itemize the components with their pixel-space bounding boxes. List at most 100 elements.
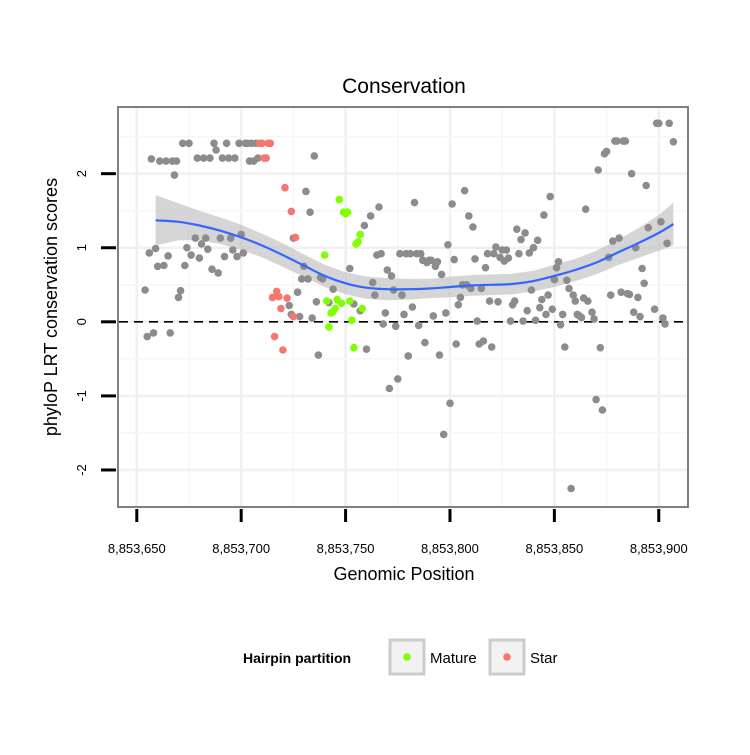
point-other: [172, 157, 181, 165]
point-other: [644, 223, 653, 232]
point-mature: [325, 323, 333, 331]
point-other: [494, 298, 502, 306]
point-other: [396, 249, 404, 258]
point-other: [563, 276, 571, 285]
point-mature: [354, 238, 362, 246]
point-other: [183, 243, 191, 252]
point-other: [216, 234, 225, 242]
plot-background: [117, 106, 689, 508]
point-star: [277, 304, 285, 313]
legend-label-star: Star: [530, 650, 558, 667]
point-other: [199, 154, 208, 162]
point-other: [141, 286, 149, 294]
point-other: [625, 290, 634, 299]
point-other: [663, 239, 671, 248]
point-other: [665, 119, 673, 128]
point-other: [360, 221, 369, 230]
point-other: [588, 308, 596, 317]
point-other: [329, 285, 337, 294]
point-other: [366, 212, 375, 220]
point-other: [606, 291, 615, 299]
point-other: [293, 288, 302, 297]
point-other: [446, 399, 454, 408]
point-star: [283, 294, 291, 302]
point-other: [297, 275, 306, 283]
point-other: [410, 198, 419, 207]
point-mature: [348, 316, 356, 325]
point-other: [479, 337, 488, 345]
point-other: [657, 218, 665, 226]
point-other: [160, 261, 168, 270]
point-other: [210, 139, 218, 148]
point-other: [206, 154, 214, 162]
point-other: [404, 352, 413, 360]
point-other: [565, 284, 573, 293]
point-other: [371, 291, 379, 299]
point-other: [400, 310, 408, 319]
point-other: [383, 266, 392, 274]
point-other: [638, 264, 646, 273]
point-mature: [358, 304, 367, 313]
point-other: [185, 139, 193, 148]
legend-dot-mature: [403, 653, 411, 661]
point-other: [481, 263, 490, 272]
point-other: [598, 406, 607, 414]
point-other: [314, 351, 323, 359]
point-other: [302, 187, 310, 196]
point-other: [229, 246, 237, 254]
point-other: [517, 235, 525, 244]
legend: Hairpin partition Mature Star: [243, 638, 558, 676]
point-other: [437, 270, 446, 279]
point-other: [629, 308, 638, 317]
point-other: [448, 200, 456, 208]
legend-entry-mature: Mature: [388, 638, 477, 676]
point-other: [304, 275, 312, 283]
point-other: [191, 234, 200, 242]
point-other: [170, 171, 179, 179]
point-other: [435, 351, 444, 359]
point-other: [548, 305, 557, 314]
point-other: [602, 147, 611, 156]
point-other: [375, 203, 383, 211]
x-axis: 8,853,650 8,853,700 8,853,750 8,853,800 8,85…: [108, 509, 688, 556]
point-other: [429, 312, 438, 320]
point-other: [254, 154, 262, 162]
point-other: [220, 252, 229, 261]
point-other: [312, 298, 321, 306]
point-other: [577, 313, 586, 322]
series-other: [141, 119, 678, 493]
point-star: [289, 312, 298, 321]
x-tick-label: 8,853,850: [525, 541, 583, 556]
point-other: [231, 154, 239, 162]
legend-label-mature: Mature: [430, 650, 477, 667]
point-other: [640, 279, 648, 288]
point-other: [149, 329, 158, 337]
point-other: [556, 321, 565, 329]
point-other: [239, 249, 248, 257]
point-other: [590, 315, 598, 323]
point-mature: [343, 208, 352, 216]
point-other: [554, 258, 563, 266]
point-other: [450, 255, 459, 264]
point-star: [279, 346, 287, 354]
point-other: [515, 249, 523, 258]
point-other: [471, 255, 479, 263]
smooth-confidence-band: [155, 195, 674, 301]
point-other: [531, 316, 540, 325]
y-tick-label: -2: [74, 464, 89, 476]
point-other: [529, 243, 538, 252]
point-other: [310, 152, 319, 160]
point-star: [262, 154, 271, 162]
point-other: [398, 291, 406, 299]
point-other: [615, 234, 623, 242]
point-other: [156, 157, 164, 165]
point-other: [235, 139, 243, 148]
point-star: [275, 292, 283, 301]
legend-dot-star: [503, 653, 511, 661]
point-other: [523, 306, 531, 315]
point-other: [485, 297, 494, 305]
point-other: [634, 293, 642, 302]
point-other: [504, 254, 513, 262]
point-other: [362, 345, 371, 354]
